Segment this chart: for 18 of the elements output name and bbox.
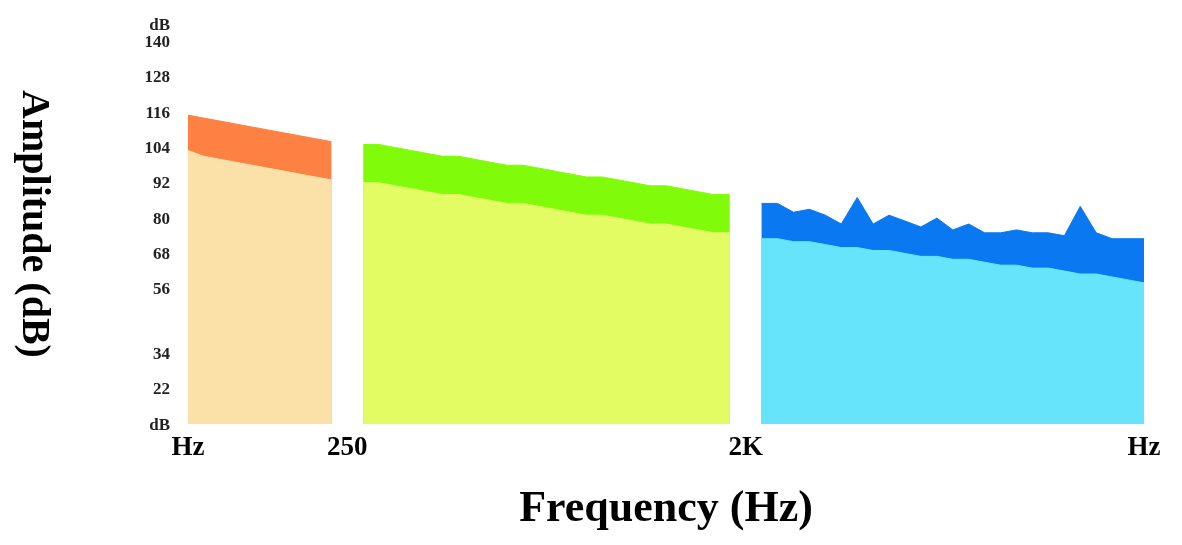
y-tick-label: 140 bbox=[144, 32, 170, 52]
y-axis-title: Amplitude (dB) bbox=[13, 90, 59, 358]
y-tick-label: 92 bbox=[153, 173, 170, 193]
y-tick-label: 34 bbox=[153, 343, 171, 363]
y-tick-label: 22 bbox=[153, 379, 170, 399]
x-tick-label: Hz bbox=[171, 430, 205, 461]
x-tick-label: 250 bbox=[327, 430, 368, 461]
y-tick-label: 128 bbox=[144, 67, 170, 87]
y-tick-label: dB bbox=[149, 14, 170, 34]
x-tick-label: 2K bbox=[728, 430, 763, 461]
y-tick-label: 80 bbox=[153, 208, 170, 228]
y-tick-label: 104 bbox=[144, 138, 171, 158]
y-tick-label: 68 bbox=[153, 243, 170, 263]
x-tick-label: Hz bbox=[1127, 430, 1161, 461]
x-axis-title: Frequency (Hz) bbox=[519, 481, 813, 531]
y-tick-label: 116 bbox=[145, 102, 170, 122]
y-tick-label: 56 bbox=[153, 279, 170, 299]
y-tick-label: dB bbox=[149, 414, 170, 434]
